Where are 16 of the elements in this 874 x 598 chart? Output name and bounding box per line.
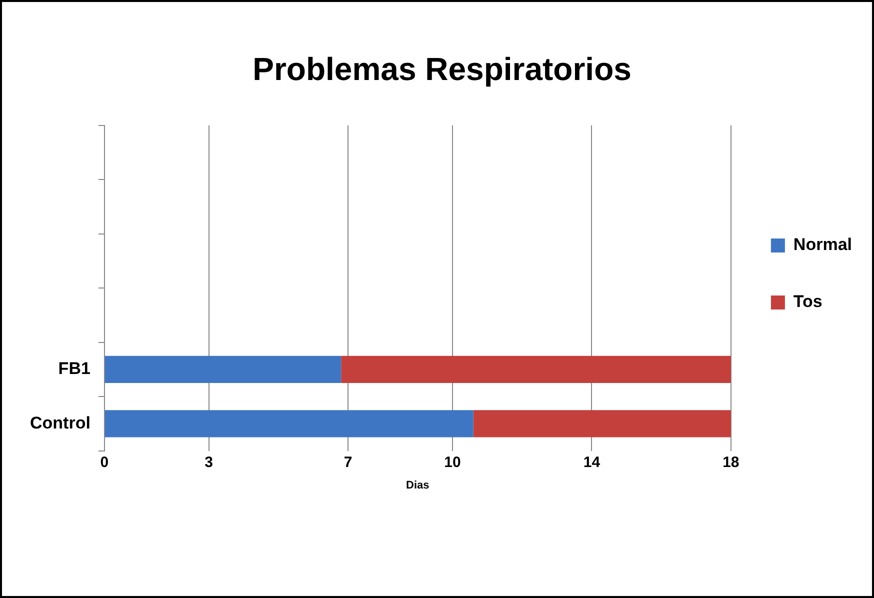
x-tick-label: 7 xyxy=(344,454,352,471)
bar xyxy=(104,356,342,384)
x-tick-label: 3 xyxy=(204,454,214,471)
bar xyxy=(341,356,731,384)
bar xyxy=(104,410,474,438)
chart-title: Problemas Respiratorios xyxy=(252,51,632,88)
x-tick-label: 18 xyxy=(722,454,740,471)
x-tick-label: 10 xyxy=(444,454,461,471)
legend-label: Normal xyxy=(793,235,852,254)
bar xyxy=(473,410,731,438)
x-tick-label: 0 xyxy=(100,454,109,471)
y-tick-label: FB1 xyxy=(58,359,90,378)
legend-label: Tos xyxy=(793,292,822,312)
x-axis-title: Dias xyxy=(406,479,430,492)
x-tick-label: 14 xyxy=(583,454,601,471)
y-tick-label: Control xyxy=(30,413,90,432)
